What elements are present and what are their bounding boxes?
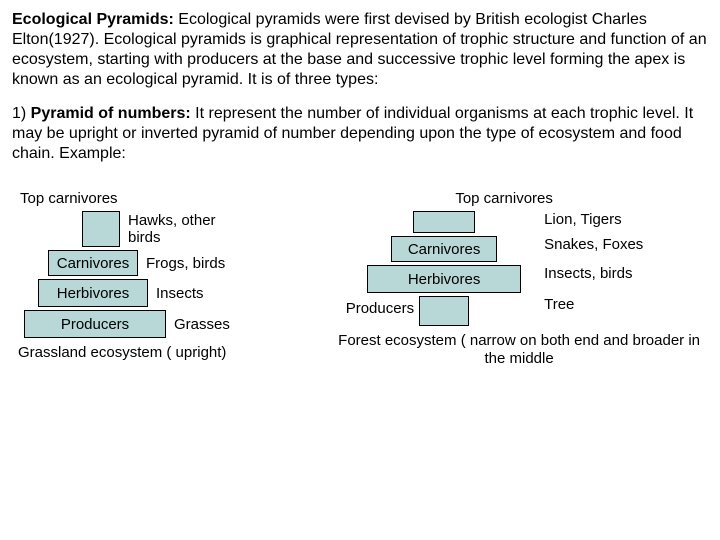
- section1-title: Pyramid of numbers:: [31, 105, 191, 122]
- pyramid-level-label: Frogs, birds: [146, 255, 225, 272]
- pyramid-level-label: Lion, Tigers: [544, 211, 684, 228]
- section1-paragraph: 1) Pyramid of numbers: It represent the …: [12, 104, 708, 164]
- pyramid-level-box: Herbivores: [38, 279, 148, 307]
- pyramid-level-row: Producers Grasses: [24, 310, 320, 338]
- pyramid-level-label: Tree: [544, 296, 684, 313]
- left-top-label: Top carnivores: [20, 190, 320, 207]
- pyramid-grassland: Top carnivores Hawks, other birds Carnivo…: [12, 190, 320, 368]
- pyramid-level-box: Herbivores: [367, 265, 521, 293]
- pyramid-level-row: Herbivores Insects, birds: [330, 265, 708, 293]
- pyramid-forest: Top carnivores Lion, TigersCarnivoresSna…: [330, 190, 708, 368]
- pyramid-level-box: [413, 211, 475, 233]
- pyramid-level-box: Carnivores: [48, 250, 138, 276]
- section1-num: 1): [12, 105, 31, 122]
- pyramid-level-label: Insects, birds: [544, 265, 684, 282]
- diagrams-container: Top carnivores Hawks, other birds Carnivo…: [12, 190, 708, 368]
- pyramid-level-row: Lion, Tigers: [330, 211, 708, 233]
- pyramid-level-box: Carnivores: [391, 236, 497, 262]
- intro-title: Ecological Pyramids:: [12, 11, 174, 28]
- right-caption: Forest ecosystem ( narrow on both end an…: [330, 332, 708, 368]
- pyramid-level-row: Herbivores Insects: [38, 279, 320, 307]
- pyramid-level-left-label: Producers: [346, 300, 414, 317]
- intro-paragraph: Ecological Pyramids: Ecological pyramids…: [12, 10, 708, 90]
- pyramid-level-label: Grasses: [174, 316, 230, 333]
- pyramid-level-row: Carnivores Snakes, Foxes: [330, 236, 708, 262]
- left-caption: Grassland ecosystem ( upright): [18, 344, 320, 362]
- pyramid-level-label: Snakes, Foxes: [544, 236, 684, 253]
- pyramid-level-row: Hawks, other birds: [82, 211, 320, 247]
- pyramid-level-box: Producers: [24, 310, 166, 338]
- pyramid-level-label: Insects: [156, 285, 204, 302]
- pyramid-level-row: Producers Tree: [330, 296, 708, 326]
- pyramid-level-label: Hawks, other birds: [128, 212, 238, 246]
- pyramid-level-row: Carnivores Frogs, birds: [48, 250, 320, 276]
- right-top-label: Top carnivores: [300, 190, 708, 207]
- pyramid-level-box: [419, 296, 469, 326]
- pyramid-level-box: [82, 211, 120, 247]
